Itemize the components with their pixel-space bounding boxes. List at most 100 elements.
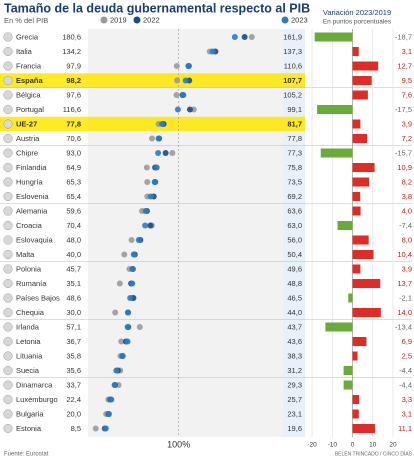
dot xyxy=(92,425,99,432)
source: Fuente: Eurostat xyxy=(4,452,49,458)
value-label-2019: 30,0 xyxy=(66,308,81,317)
value-label: -18,7 xyxy=(395,32,412,41)
flag-icon xyxy=(3,61,13,71)
x-tick-label: -10 xyxy=(328,442,338,449)
value-label-2023: 107,7 xyxy=(283,76,302,85)
bar xyxy=(352,351,358,361)
bar xyxy=(348,293,353,303)
dot xyxy=(153,164,160,171)
dot xyxy=(124,338,131,345)
bar xyxy=(317,105,353,114)
value-label-2023: 73,5 xyxy=(287,177,302,186)
flag-icon xyxy=(3,46,13,57)
chart-title: Tamaño de la deuda gubernamental respect… xyxy=(4,1,310,15)
value-label-2023: 23,1 xyxy=(287,409,302,418)
value-label-2023: 46,5 xyxy=(287,293,302,302)
category-label: Países Bajos xyxy=(16,293,60,302)
bar xyxy=(352,119,361,129)
value-label-2023: 161,9 xyxy=(283,32,302,41)
value-label-2023: 48,8 xyxy=(287,279,302,288)
flag-icon xyxy=(3,278,13,289)
panel-subtitle: En puntos porcentuales xyxy=(323,19,392,26)
category-label: Bulgaria xyxy=(16,409,44,418)
flag-icon xyxy=(3,394,13,405)
value-label-2019: 35,6 xyxy=(66,366,81,375)
flag-icon xyxy=(3,322,13,332)
value-label-2023: 69,2 xyxy=(287,192,302,201)
dot xyxy=(186,106,193,113)
value-label: 3,3 xyxy=(402,395,412,404)
category-label: Grecia xyxy=(16,32,39,41)
flag-icon xyxy=(3,249,13,260)
bar xyxy=(352,235,369,245)
x-tick-label: -20 xyxy=(307,442,317,449)
value-label-2023: 63,6 xyxy=(287,206,302,215)
x-tick-label: 100% xyxy=(167,439,190,449)
category-label: Eslovenia xyxy=(16,192,49,201)
value-label-2023: 81,7 xyxy=(287,119,302,128)
flag-icon xyxy=(3,365,13,376)
dot xyxy=(116,280,123,287)
value-label: 3,1 xyxy=(402,409,412,418)
legend-swatch xyxy=(133,16,141,24)
value-label-2023: 44,0 xyxy=(287,308,302,317)
flag-icon xyxy=(3,220,13,231)
flag-icon xyxy=(3,148,13,158)
value-label: 3,9 xyxy=(402,119,412,128)
category-label: España xyxy=(16,76,44,85)
value-label: 11,1 xyxy=(398,424,412,433)
legend-swatch xyxy=(281,16,289,24)
value-label-2019: 134,2 xyxy=(62,47,81,56)
flag-icon xyxy=(3,264,13,274)
flag-icon xyxy=(3,177,13,187)
dot xyxy=(124,324,131,330)
plot-background xyxy=(88,29,283,437)
category-label: Letonia xyxy=(16,337,41,346)
value-label-2019: 70,6 xyxy=(66,134,81,143)
value-label-2023: 77,3 xyxy=(287,148,302,157)
value-label-2019: 57,1 xyxy=(66,322,81,331)
value-label: 13,7 xyxy=(397,279,412,288)
value-label: -4,4 xyxy=(399,366,412,375)
value-label: 3,8 xyxy=(402,192,412,201)
value-label-2019: 59,6 xyxy=(66,206,81,215)
value-label: 10,4 xyxy=(397,250,412,259)
value-label-2019: 36,7 xyxy=(66,337,81,346)
flag-icon xyxy=(3,119,13,129)
dot xyxy=(102,425,109,432)
bar xyxy=(352,206,361,216)
value-label-2023: 137,3 xyxy=(283,47,302,56)
value-label: -15,7 xyxy=(395,148,412,157)
dot xyxy=(173,63,180,69)
legend-swatch xyxy=(100,16,108,24)
value-label-2019: 97,6 xyxy=(66,90,81,99)
value-label-2019: 48,0 xyxy=(66,235,81,244)
value-label-2019: 65,4 xyxy=(66,192,81,201)
bar xyxy=(352,177,370,187)
value-label-2019: 180,6 xyxy=(62,32,81,41)
category-label: Rumanía xyxy=(16,279,47,288)
flag-icon xyxy=(3,409,13,419)
value-label-2023: 75,8 xyxy=(287,163,302,172)
value-label-2019: 64,9 xyxy=(66,163,81,172)
value-label-2023: 38,3 xyxy=(287,351,302,360)
dot xyxy=(174,77,181,84)
category-label: Austria xyxy=(16,134,40,143)
value-label-2023: 56,0 xyxy=(287,235,302,244)
flag-icon xyxy=(3,75,13,86)
dot xyxy=(119,353,126,359)
category-label: Polonia xyxy=(16,264,42,273)
value-label: 12,7 xyxy=(397,61,412,70)
dot xyxy=(159,121,166,127)
dot xyxy=(248,34,255,40)
dot xyxy=(112,309,119,316)
dot xyxy=(209,48,216,55)
dot xyxy=(111,382,118,388)
value-label: 8,2 xyxy=(402,177,412,186)
dot xyxy=(105,411,112,417)
dot xyxy=(129,280,136,287)
bar xyxy=(352,409,359,419)
value-label: 9,5 xyxy=(402,76,412,85)
category-label: Chipre xyxy=(16,148,38,157)
